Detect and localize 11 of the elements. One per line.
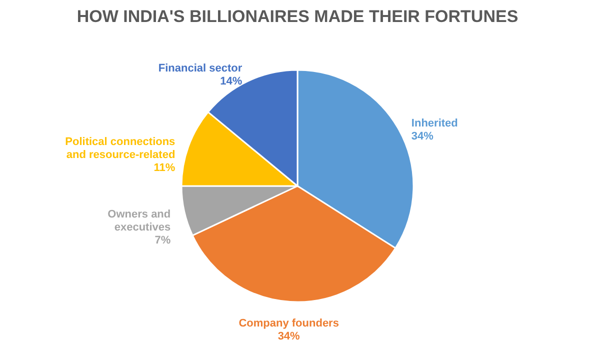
- data-label: 34%: [411, 130, 434, 142]
- data-label: 11%: [154, 162, 176, 174]
- slice-label: Inherited: [411, 117, 458, 130]
- data-label: 14%: [220, 75, 242, 88]
- slice-label: Company founders: [238, 318, 339, 330]
- data-label: 34%: [278, 330, 300, 343]
- chart-title: HOW INDIA'S BILLIONAIRES MADE THEIR FORTUNES: [76, 7, 518, 26]
- slice-label: Political connections and resource-related: [65, 136, 176, 161]
- slice-label: Financial sector: [158, 62, 243, 74]
- slice-label: Owners and executives: [108, 208, 171, 234]
- data-label: 7%: [154, 234, 171, 246]
